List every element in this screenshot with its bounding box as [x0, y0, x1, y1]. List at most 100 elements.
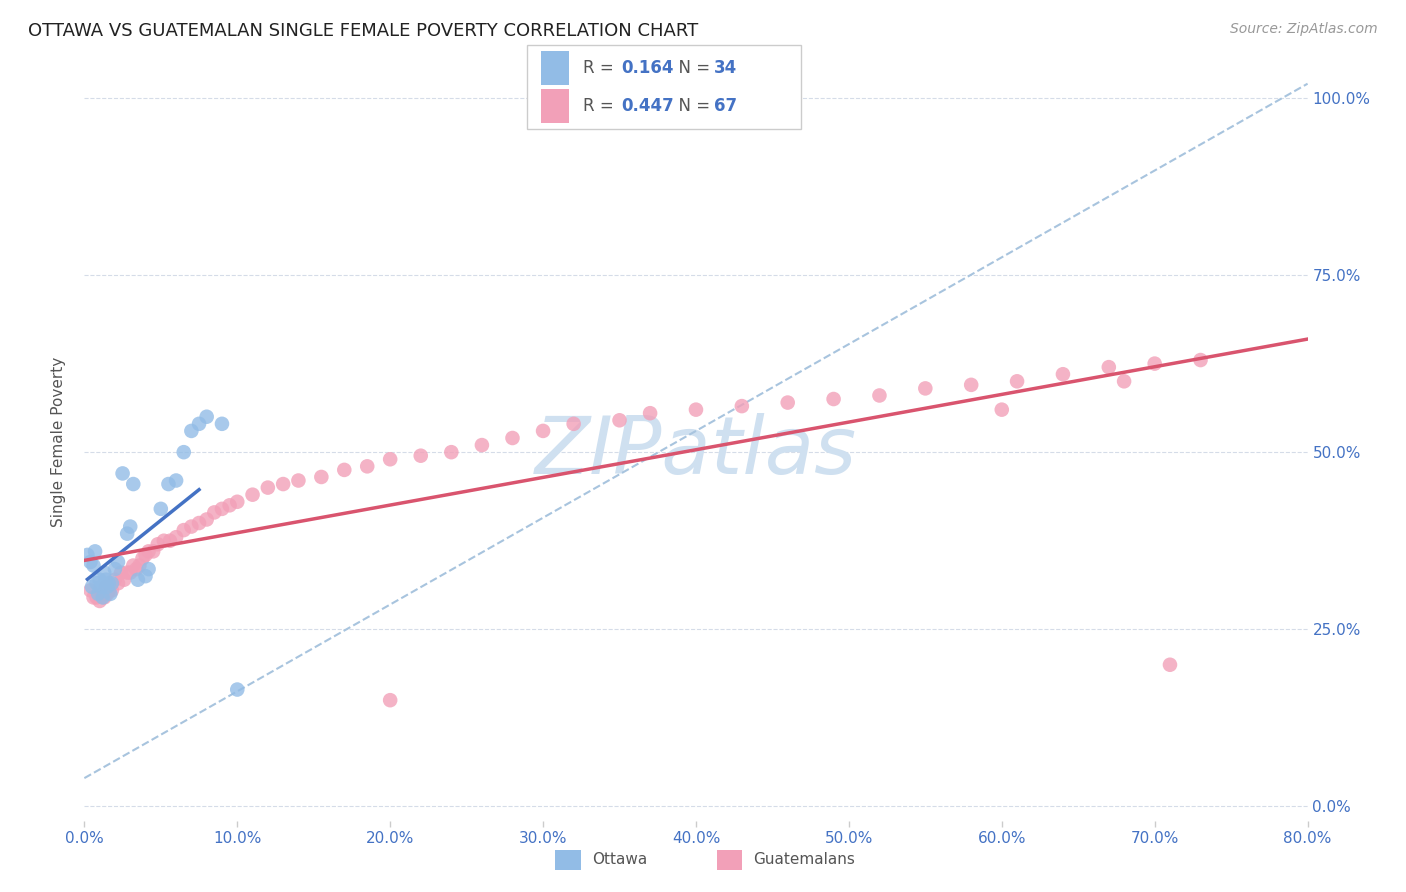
Point	[991, 402, 1014, 417]
Point	[531, 424, 554, 438]
Text: 0.164: 0.164	[621, 60, 673, 78]
Point	[90, 580, 112, 594]
Point	[1189, 353, 1212, 368]
Point	[195, 409, 218, 424]
Point	[638, 406, 661, 420]
Point	[93, 566, 115, 580]
Point	[138, 544, 160, 558]
Point	[731, 399, 754, 413]
Point	[115, 526, 138, 541]
Text: R =: R =	[583, 60, 620, 78]
Point	[609, 413, 631, 427]
Point	[97, 576, 120, 591]
Point	[83, 591, 105, 605]
Point	[112, 573, 135, 587]
Point	[122, 558, 145, 573]
Point	[79, 555, 101, 569]
Point	[356, 459, 378, 474]
Point	[97, 583, 120, 598]
Point	[287, 474, 309, 488]
Point	[188, 417, 211, 431]
Point	[87, 587, 110, 601]
Point	[93, 591, 115, 605]
Point	[115, 566, 138, 580]
Point	[257, 481, 280, 495]
Point	[94, 580, 117, 594]
Y-axis label: Single Female Poverty: Single Female Poverty	[51, 357, 66, 526]
Point	[1159, 657, 1181, 672]
Point	[165, 474, 187, 488]
Point	[122, 477, 145, 491]
Point	[127, 573, 149, 587]
Point	[1143, 357, 1166, 371]
Point	[104, 562, 127, 576]
Point	[218, 498, 240, 512]
Point	[83, 558, 105, 573]
Point	[502, 431, 524, 445]
Point	[211, 417, 233, 431]
Point	[409, 449, 432, 463]
Point	[128, 558, 150, 573]
Point	[94, 573, 117, 587]
Point	[195, 512, 218, 526]
Point	[159, 533, 181, 548]
Point	[180, 519, 202, 533]
Point	[562, 417, 585, 431]
Point	[149, 501, 172, 516]
Point	[440, 445, 463, 459]
Point	[84, 544, 107, 558]
Text: N =: N =	[668, 96, 716, 114]
Point	[76, 548, 98, 562]
Point	[823, 392, 845, 406]
Point	[311, 470, 333, 484]
Point	[86, 576, 108, 591]
Point	[104, 573, 127, 587]
Point	[226, 682, 249, 697]
Point	[107, 555, 129, 569]
Text: R =: R =	[583, 96, 620, 114]
Point	[271, 477, 294, 491]
Point	[89, 594, 111, 608]
Text: Source: ZipAtlas.com: Source: ZipAtlas.com	[1230, 22, 1378, 37]
Point	[86, 591, 108, 605]
Point	[91, 591, 114, 605]
Text: ZIPatlas: ZIPatlas	[534, 413, 858, 491]
Point	[131, 551, 153, 566]
Point	[1052, 368, 1074, 382]
Point	[135, 569, 157, 583]
Point	[380, 693, 402, 707]
Point	[89, 573, 111, 587]
Point	[173, 445, 195, 459]
Point	[188, 516, 211, 530]
Point	[1005, 374, 1028, 388]
Point	[120, 566, 142, 580]
Point	[1098, 360, 1121, 375]
Point	[1114, 374, 1136, 388]
Point	[96, 587, 118, 601]
Point	[333, 463, 356, 477]
Point	[111, 467, 134, 481]
Point	[685, 402, 707, 417]
Point	[153, 533, 176, 548]
Text: 67: 67	[714, 96, 737, 114]
Point	[960, 377, 983, 392]
Point	[380, 452, 402, 467]
Point	[138, 562, 160, 576]
Point	[914, 381, 936, 395]
Point	[96, 580, 118, 594]
Point	[98, 587, 121, 601]
Point	[202, 505, 225, 519]
Point	[157, 477, 180, 491]
Point	[135, 548, 157, 562]
Text: 0.447: 0.447	[621, 96, 675, 114]
Text: N =: N =	[668, 60, 716, 78]
Point	[101, 576, 124, 591]
Point	[120, 519, 142, 533]
Point	[471, 438, 494, 452]
Text: Ottawa: Ottawa	[592, 853, 647, 867]
Point	[869, 388, 891, 402]
Point	[226, 495, 249, 509]
Point	[146, 537, 169, 551]
Point	[101, 583, 124, 598]
Text: OTTAWA VS GUATEMALAN SINGLE FEMALE POVERTY CORRELATION CHART: OTTAWA VS GUATEMALAN SINGLE FEMALE POVER…	[28, 22, 699, 40]
